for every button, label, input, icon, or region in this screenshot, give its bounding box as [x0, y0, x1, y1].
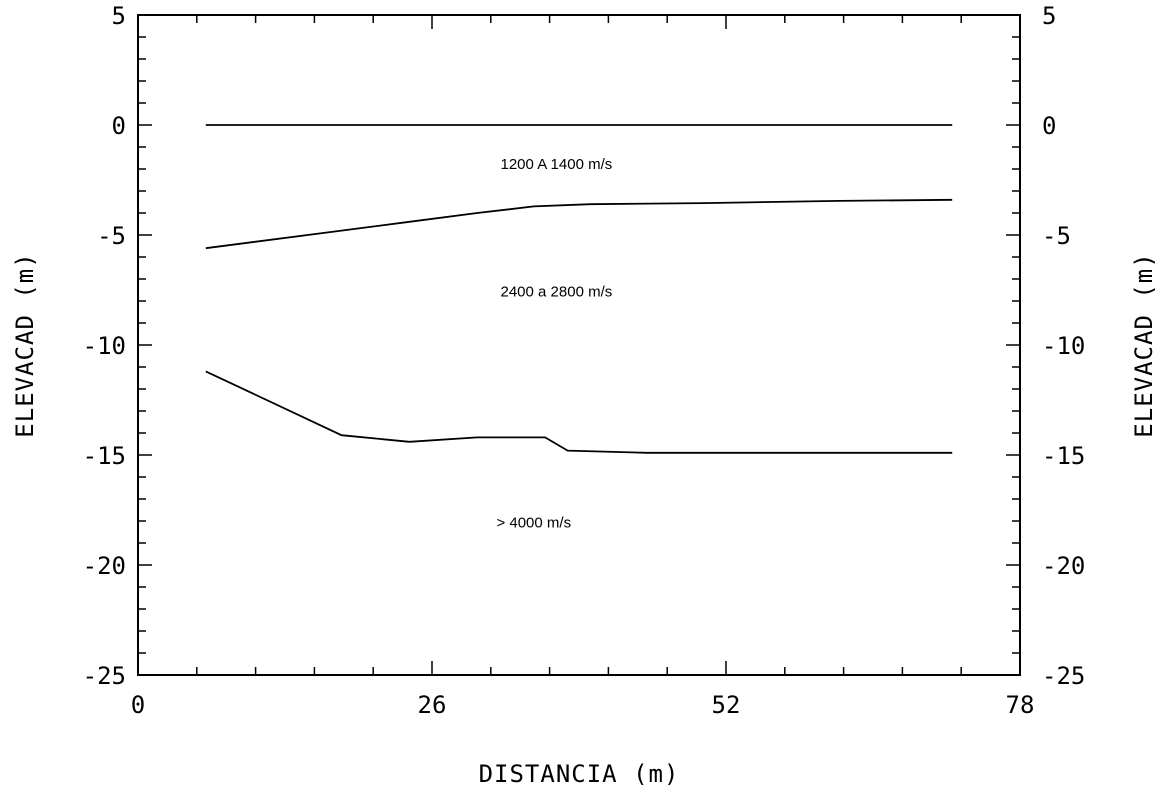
y-tick-label-right: 0	[1042, 112, 1056, 140]
series-line-interface-2	[205, 370, 953, 454]
annotation-group: 1200 A 1400 m/s 2400 a 2800 m/s > 4000 m/s	[496, 156, 612, 532]
layer-velocity-label: 2400 a 2800 m/s	[501, 284, 613, 301]
y-tick-label-left: -20	[83, 552, 126, 580]
series-line-interface-1	[205, 198, 953, 250]
plot-area	[137, 14, 1021, 676]
y-axis-title-left: ELEVACAD (m)	[11, 252, 39, 437]
y-tick-label-left: 5	[112, 2, 126, 30]
y-tick-label-right: -10	[1042, 332, 1085, 360]
y-tick-label-left: -5	[97, 222, 126, 250]
x-tick-label: 52	[712, 691, 741, 719]
x-tick-label: 26	[418, 691, 447, 719]
tick-labels: 5 50 0-5 -5-10 -10-15 -15-20 -20-25 -250 26 52 78	[83, 2, 1086, 719]
y-tick-label-left: 0	[112, 112, 126, 140]
y-tick-label-left: -25	[83, 662, 126, 690]
minor-ticks	[138, 15, 1020, 675]
y-tick-label-left: -15	[83, 442, 126, 470]
layer-velocity-label: > 4000 m/s	[496, 515, 571, 532]
x-tick-label: 0	[131, 691, 145, 719]
major-ticks	[137, 14, 1021, 676]
x-axis-title: DISTANCIA (m)	[479, 760, 680, 787]
y-axis-title-right: ELEVACAD (m)	[1130, 252, 1158, 437]
y-tick-label-right: 5	[1042, 2, 1056, 30]
y-tick-label-right: -5	[1042, 222, 1071, 250]
y-tick-label-right: -20	[1042, 552, 1085, 580]
y-tick-label-right: -25	[1042, 662, 1085, 690]
y-tick-label-left: -10	[83, 332, 126, 360]
layer-velocity-label: 1200 A 1400 m/s	[501, 156, 613, 173]
y-tick-label-right: -15	[1042, 442, 1085, 470]
x-tick-label: 78	[1006, 691, 1035, 719]
series-group	[205, 124, 953, 454]
